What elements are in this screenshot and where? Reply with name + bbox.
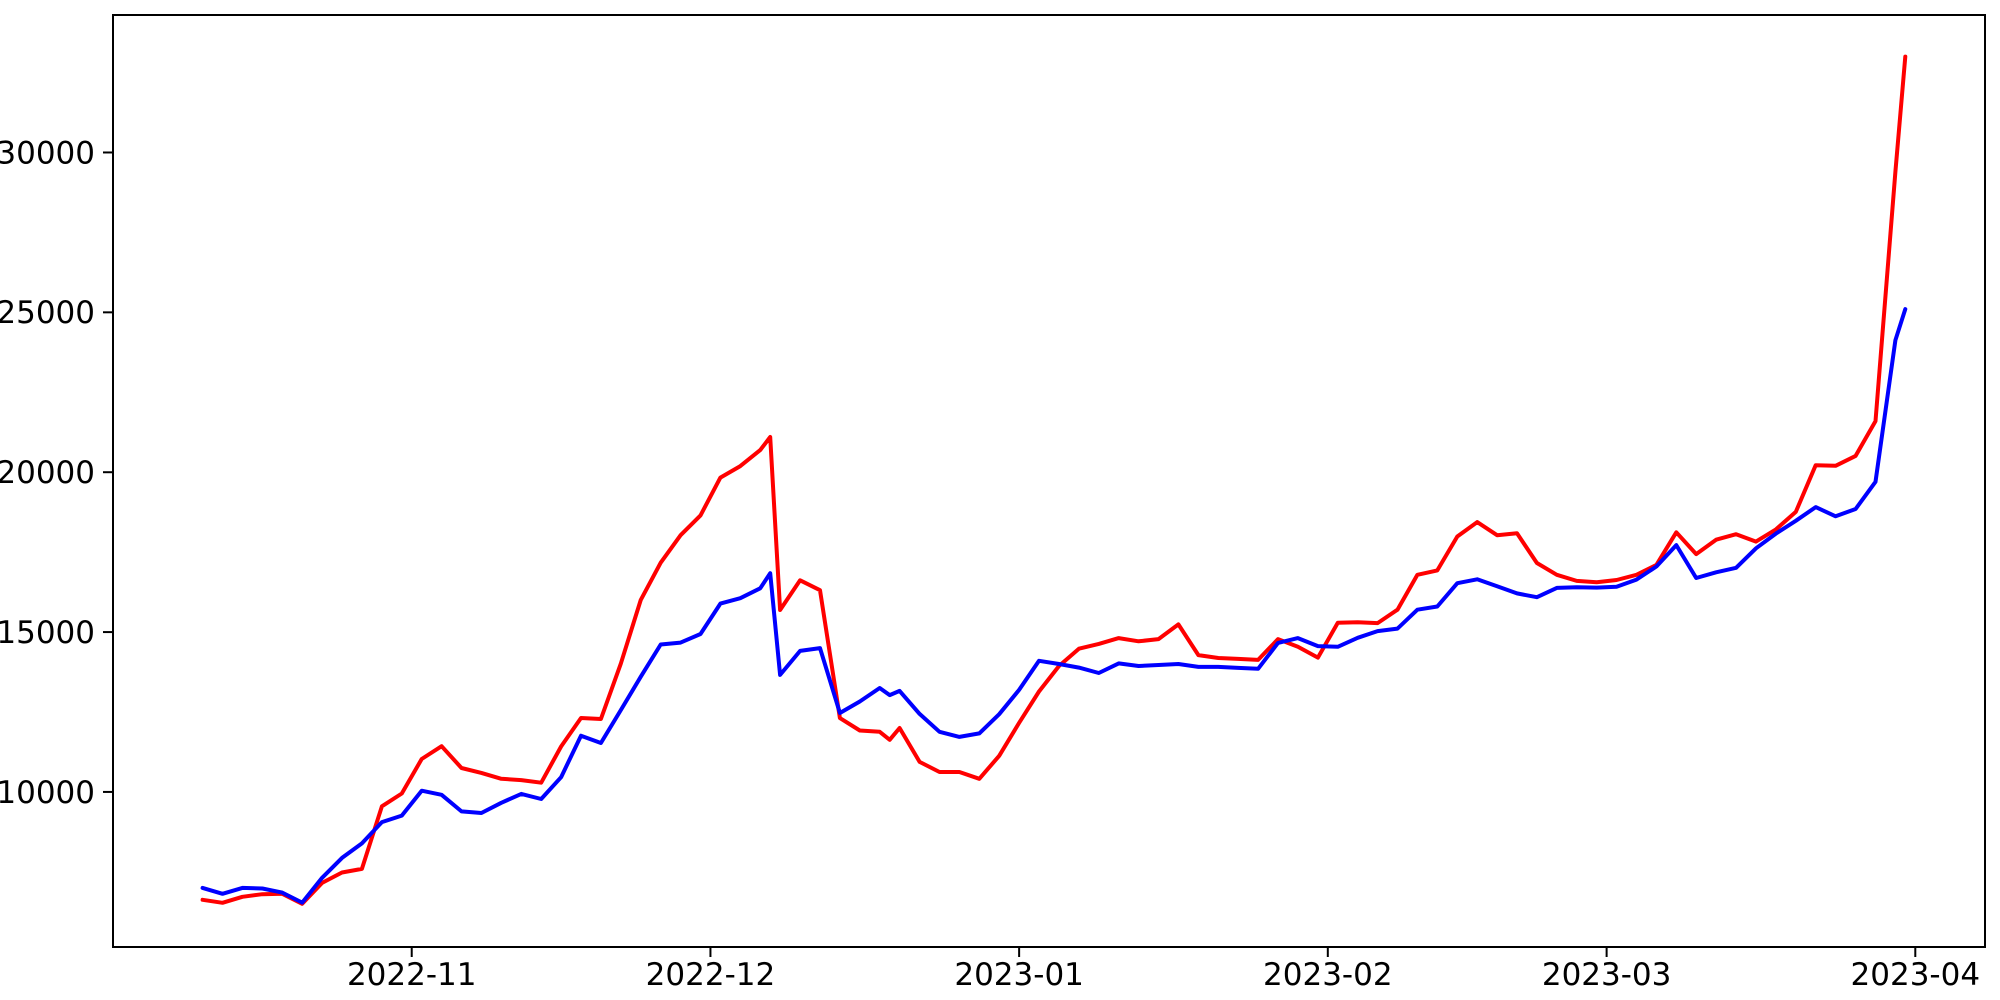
x-tick-label: 2023-01 <box>954 957 1084 993</box>
x-tick-label: 2023-03 <box>1542 957 1672 993</box>
y-tick-label: 15000 <box>0 615 95 651</box>
y-tick-label: 10000 <box>0 775 95 811</box>
axes-border <box>112 14 1986 948</box>
red-series-line <box>200 54 1908 906</box>
x-tick-label: 2022-12 <box>646 957 776 993</box>
y-tick-label: 25000 <box>0 295 95 331</box>
y-tick-label: 30000 <box>0 135 95 171</box>
y-tick-label: 20000 <box>0 455 95 491</box>
plot-area-background <box>113 15 1985 947</box>
x-tick-label: 2023-02 <box>1263 957 1393 993</box>
x-tick-label: 2023-04 <box>1851 957 1981 993</box>
x-tick-label: 2022-11 <box>347 957 477 993</box>
blue-series-line <box>200 307 1908 905</box>
